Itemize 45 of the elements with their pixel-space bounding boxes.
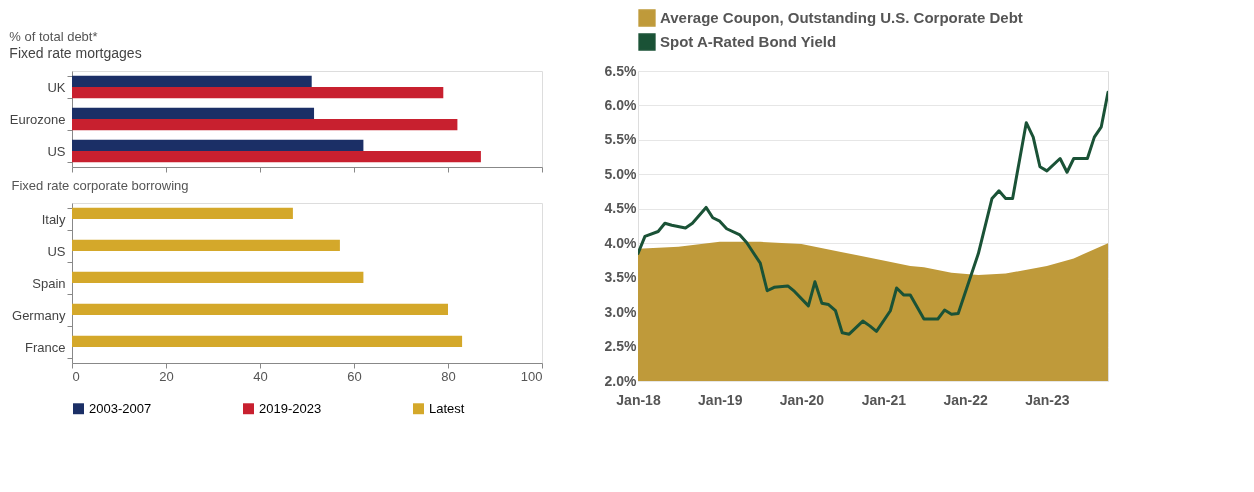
legend-label: Average Coupon, Outstanding U.S. Corporate Debt bbox=[660, 9, 1023, 26]
y-tick-label: 4.0% bbox=[604, 234, 638, 251]
x-tick-label: 80 bbox=[441, 368, 456, 384]
legend-label: Spot A-Rated Bond Yield bbox=[660, 33, 837, 50]
y-tick-label: Spain bbox=[32, 275, 66, 291]
x-tick-label: 60 bbox=[347, 368, 362, 384]
x-tick-label: Jan-18 bbox=[616, 391, 661, 408]
chart-subtitle: Fixed rate mortgages bbox=[9, 45, 142, 61]
y-tick-label: Italy bbox=[41, 211, 66, 227]
y-tick-label: 5.0% bbox=[604, 165, 638, 182]
y-tick-label: US bbox=[47, 243, 66, 259]
y-tick-label: 5.5% bbox=[604, 131, 638, 148]
bar bbox=[72, 119, 458, 131]
x-tick-label: 40 bbox=[253, 368, 268, 384]
y-tick-label: US bbox=[47, 143, 66, 159]
bar bbox=[72, 87, 444, 99]
x-tick-label: Jan-22 bbox=[943, 391, 989, 408]
y-tick-label: 6.5% bbox=[604, 62, 638, 79]
x-tick-label: Jan-23 bbox=[1025, 391, 1070, 408]
y-tick-label: 3.5% bbox=[604, 269, 638, 286]
bar bbox=[72, 107, 315, 119]
y-tick-label: 6.0% bbox=[604, 96, 638, 113]
x-tick-label: 0 bbox=[72, 368, 80, 384]
y-tick-label: France bbox=[25, 339, 66, 355]
y-tick-label: 2.5% bbox=[604, 338, 638, 355]
x-tick-label: 100 bbox=[520, 368, 543, 384]
line-series bbox=[638, 90, 1108, 336]
y-tick-label: Eurozone bbox=[9, 111, 66, 127]
x-tick-label: 20 bbox=[159, 368, 174, 384]
bar bbox=[72, 139, 364, 151]
legend-label: Latest bbox=[429, 400, 465, 416]
x-tick-label: Jan-20 bbox=[779, 391, 825, 408]
chart-title: Fixed rate corporate borrowing bbox=[11, 178, 189, 193]
y-tick-label: UK bbox=[47, 79, 66, 95]
y-tick-label: Germany bbox=[12, 307, 66, 323]
y-tick-label: 2.0% bbox=[604, 372, 638, 389]
bar bbox=[72, 75, 312, 87]
bar bbox=[72, 151, 481, 163]
y-tick-label: 3.0% bbox=[604, 303, 638, 320]
legend-label: 2019-2023 bbox=[259, 400, 322, 416]
x-tick-label: Jan-19 bbox=[698, 391, 743, 408]
x-tick-label: Jan-21 bbox=[861, 391, 907, 408]
legend-label: 2003-2007 bbox=[89, 400, 152, 416]
y-tick-label: 4.5% bbox=[604, 200, 638, 217]
chart-title: % of total debt* bbox=[9, 29, 98, 44]
